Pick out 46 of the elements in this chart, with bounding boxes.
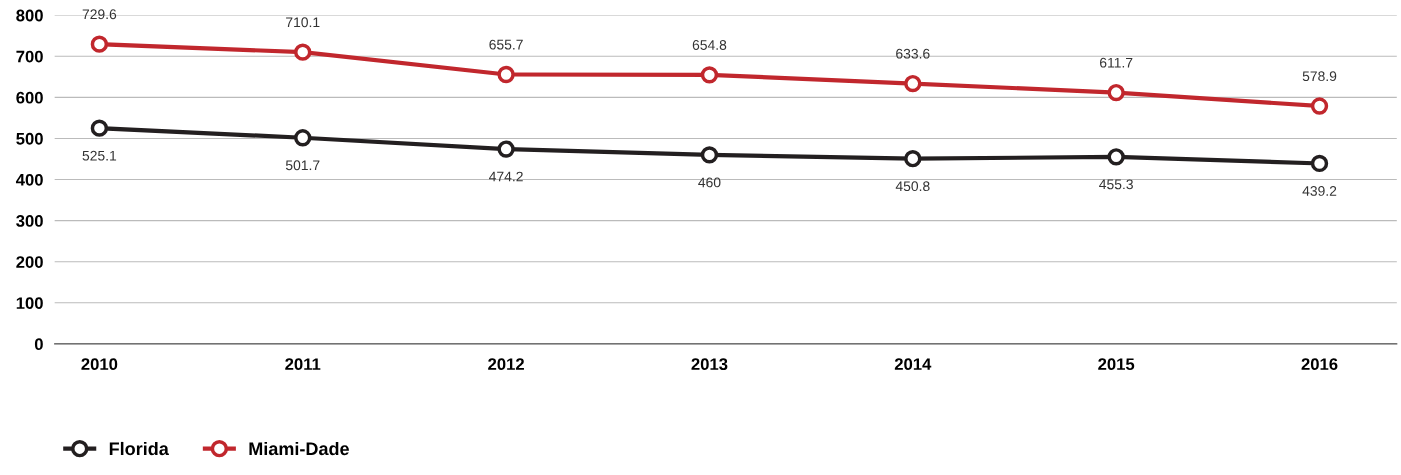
- point: [1310, 97, 1329, 115]
- x-tick-label: 2016: [1301, 358, 1338, 371]
- data-label: 710.1: [286, 17, 320, 28]
- legend-label: Miami-Dade: [249, 441, 349, 456]
- y-tick-label: 200: [16, 256, 43, 268]
- data-label: 578.9: [1302, 71, 1337, 82]
- data-label: 654.8: [692, 40, 727, 50]
- y-tick-label: 700: [16, 50, 43, 63]
- x-tick-label: 2013: [691, 358, 728, 371]
- x-tick-label: 2011: [285, 358, 321, 371]
- data-label: 450.8: [895, 181, 930, 192]
- y-tick-label: 300: [16, 215, 43, 227]
- point: [1310, 154, 1329, 173]
- data-label: 474.2: [489, 171, 523, 182]
- point: [294, 43, 312, 61]
- data-label: 611.7: [1100, 57, 1133, 68]
- data-label: 501.7: [285, 160, 320, 171]
- x-tick-label: 2014: [894, 358, 932, 371]
- point: [90, 35, 109, 53]
- data-label: 525.1: [82, 150, 117, 161]
- point: [700, 146, 719, 164]
- point: [294, 129, 312, 147]
- x-tick-label: 2015: [1098, 358, 1135, 371]
- point: [497, 140, 515, 158]
- point: [1107, 83, 1125, 102]
- point: [90, 119, 109, 137]
- y-tick-label: 800: [16, 9, 43, 22]
- x-tick-label: 2010: [81, 358, 118, 371]
- data-label: 455.3: [1099, 179, 1133, 190]
- point: [904, 74, 922, 93]
- point: [1107, 148, 1125, 166]
- y-tick-label: 500: [16, 132, 43, 145]
- point: [700, 66, 719, 84]
- y-tick-label: 400: [15, 173, 43, 186]
- data-label: 633.6: [896, 48, 930, 59]
- data-label: 655.7: [489, 39, 523, 50]
- y-tick-label: 100: [16, 297, 43, 310]
- y-tick-label: 600: [16, 91, 43, 104]
- data-label: 439.2: [1302, 186, 1337, 196]
- point: [904, 149, 922, 168]
- x-tick-label: 2012: [488, 358, 524, 371]
- data-label: 460: [698, 177, 721, 188]
- legend-label: Florida: [109, 441, 169, 456]
- y-tick-label: 0: [34, 338, 43, 351]
- point: [497, 65, 515, 84]
- data-label: 729.6: [82, 9, 117, 20]
